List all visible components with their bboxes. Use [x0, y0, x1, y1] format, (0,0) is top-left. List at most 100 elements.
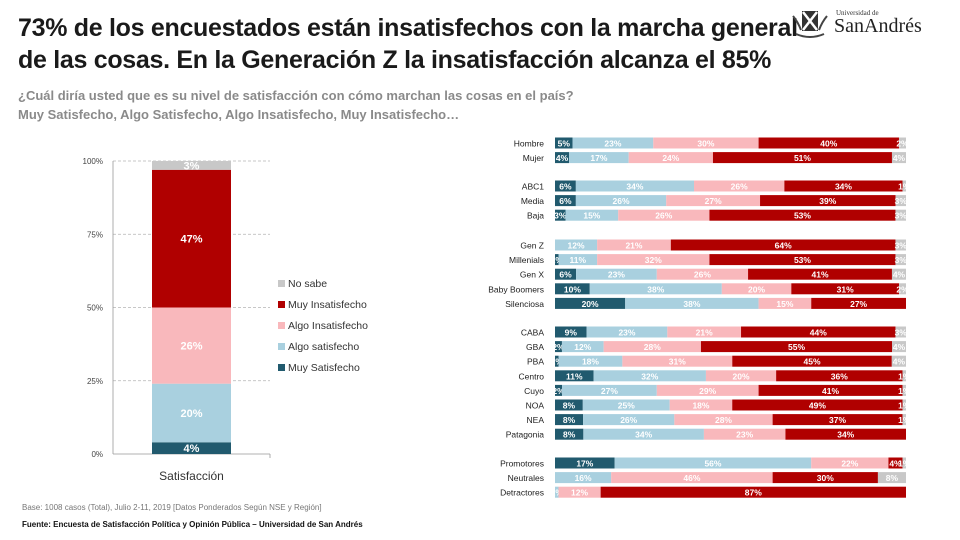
legend-swatch [278, 301, 285, 308]
bar-segment-algo-insatisfecho [653, 137, 759, 149]
data-label: 51% [794, 153, 811, 163]
bar-segment-muy-satisfecho [555, 428, 584, 440]
bar-segment-muy-satisfecho [555, 283, 590, 295]
data-label: 3% [895, 241, 908, 251]
data-label: 45% [804, 357, 821, 367]
bar-segment-muy-satisfecho [555, 341, 562, 353]
data-label: 64% [775, 241, 792, 251]
data-label: 20% [582, 299, 599, 309]
bar-segment-muy-satisfecho [555, 268, 577, 280]
bar-segment-algo-satisfecho [625, 297, 759, 309]
bar-segment-no-sabe [877, 472, 906, 484]
bar-segment-muy-insatisfecho [152, 169, 231, 308]
bar-segment-muy-insatisfecho [772, 472, 878, 484]
bar-segment-no-sabe [898, 137, 906, 149]
bar-segment-algo-insatisfecho [622, 355, 733, 367]
data-label: 55% [788, 342, 805, 352]
data-label: 15% [583, 211, 600, 221]
bar-segment-muy-insatisfecho [709, 209, 896, 221]
bar-segment-muy-satisfecho [555, 195, 576, 207]
bar-segment-algo-insatisfecho [656, 384, 759, 396]
data-label: 8% [563, 415, 576, 425]
bar-segment-muy-satisfecho [555, 209, 566, 221]
data-label: 1% [898, 401, 911, 411]
bar-segment-muy-insatisfecho [758, 384, 903, 396]
bar-segment-muy-insatisfecho [888, 457, 903, 469]
data-label: 2% [552, 386, 565, 396]
data-label: 30% [817, 473, 834, 483]
data-label: 34% [837, 430, 854, 440]
data-label: 8% [563, 401, 576, 411]
bar-segment-algo-insatisfecho [811, 457, 889, 469]
data-label: 1% [898, 415, 911, 425]
bar-segment-algo-satisfecho [575, 180, 695, 192]
data-label: 12% [571, 488, 588, 498]
bar-segment-algo-satisfecho [555, 486, 559, 498]
data-label: 11% [570, 255, 587, 265]
data-label: 26% [694, 270, 711, 280]
bar-segment-muy-insatisfecho [791, 283, 900, 295]
y-tick-label: 100% [83, 157, 103, 166]
bar-segment-no-sabe [902, 457, 906, 469]
bar-segment-muy-insatisfecho [600, 486, 906, 498]
bar-segment-muy-insatisfecho [732, 399, 903, 411]
bar-segment-muy-insatisfecho [758, 137, 899, 149]
data-label: 44% [810, 328, 827, 338]
row-label: Baja [527, 211, 544, 221]
data-label: 29% [699, 386, 716, 396]
row-label: Promotores [500, 459, 544, 469]
data-label: 2% [896, 139, 909, 149]
bar-segment-no-sabe [895, 239, 906, 251]
data-label: 9% [565, 328, 578, 338]
data-label: 26% [613, 196, 630, 206]
bar-segment-algo-satisfecho [586, 326, 668, 338]
data-label: 38% [683, 299, 700, 309]
data-label: 47% [180, 234, 202, 246]
bar-segment-muy-satisfecho [555, 326, 587, 338]
data-label: 8% [563, 430, 576, 440]
data-label: 4% [184, 443, 200, 455]
bar-segment-muy-satisfecho [152, 442, 231, 454]
university-logo: Universidad de SanAndrés [790, 6, 940, 42]
bar-segment-muy-satisfecho [555, 370, 594, 382]
bar-segment-muy-satisfecho [555, 180, 576, 192]
bar-segment-algo-insatisfecho [667, 326, 742, 338]
data-label: 34% [635, 430, 652, 440]
bar-segment-muy-insatisfecho [712, 152, 892, 164]
university-crest-icon [792, 11, 828, 38]
data-label: 24% [662, 153, 679, 163]
bar-segment-algo-satisfecho [558, 355, 623, 367]
bar-segment-muy-insatisfecho [670, 239, 896, 251]
question-subtitle: ¿Cuál diría usted que es su nivel de sat… [18, 86, 574, 124]
data-label: 1% [551, 488, 564, 498]
data-label: 23% [608, 270, 625, 280]
data-label: 3% [895, 196, 908, 206]
bar-segment-algo-satisfecho [583, 414, 675, 426]
data-label: 26% [180, 341, 202, 353]
source-note: Fuente: Encuesta de Satisfacción Polític… [22, 520, 363, 529]
bar-segment-algo-satisfecho [555, 239, 598, 251]
row-label: Gen X [520, 270, 544, 280]
bar-segment-muy-satisfecho [555, 414, 584, 426]
answer-options: Muy Satisfecho, Algo Satisfecho, Algo In… [18, 107, 460, 122]
bar-segment-no-sabe [902, 399, 906, 411]
bar-segment-no-sabe [902, 384, 906, 396]
data-label: 32% [645, 255, 662, 265]
data-label: 53% [794, 211, 811, 221]
bar-segment-muy-insatisfecho [741, 326, 896, 338]
row-label: Patagonia [506, 430, 545, 440]
data-label: 1% [898, 459, 911, 469]
data-label: 3% [895, 255, 908, 265]
data-label: 1% [551, 255, 564, 265]
question-text: ¿Cuál diría usted que es su nivel de sat… [18, 88, 574, 103]
legend-label: Muy Satisfecho [288, 362, 360, 374]
y-tick-label: 0% [91, 450, 103, 459]
bar-segment-algo-insatisfecho [152, 307, 231, 384]
bar-segment-no-sabe [895, 326, 906, 338]
row-label: ABC1 [522, 182, 544, 192]
bar-segment-algo-satisfecho [562, 384, 657, 396]
row-label: Silenciosa [505, 299, 544, 309]
data-label: 26% [731, 182, 748, 192]
bar-segment-algo-insatisfecho [758, 297, 812, 309]
y-tick-label: 25% [87, 377, 103, 386]
